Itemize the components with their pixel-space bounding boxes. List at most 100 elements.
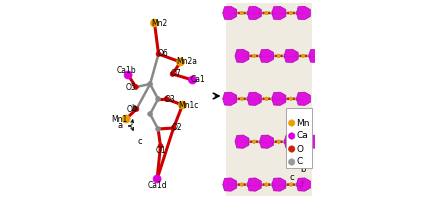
- Circle shape: [268, 97, 271, 100]
- Circle shape: [299, 140, 302, 143]
- FancyBboxPatch shape: [226, 3, 311, 196]
- Polygon shape: [247, 6, 261, 20]
- Circle shape: [238, 183, 240, 186]
- Polygon shape: [272, 92, 286, 105]
- Circle shape: [240, 183, 244, 186]
- Circle shape: [124, 71, 132, 79]
- Circle shape: [287, 183, 290, 186]
- Circle shape: [299, 54, 302, 57]
- Circle shape: [292, 183, 295, 186]
- Text: a: a: [118, 121, 123, 130]
- Polygon shape: [260, 135, 274, 148]
- Circle shape: [288, 159, 295, 165]
- Circle shape: [275, 54, 277, 57]
- Text: O1: O1: [155, 146, 166, 155]
- Circle shape: [268, 12, 271, 14]
- Polygon shape: [272, 6, 286, 20]
- Circle shape: [156, 127, 160, 131]
- Circle shape: [151, 19, 158, 27]
- Circle shape: [305, 140, 308, 143]
- Polygon shape: [223, 178, 237, 191]
- Circle shape: [289, 97, 293, 101]
- Circle shape: [238, 12, 240, 14]
- Circle shape: [302, 140, 305, 143]
- Text: O7: O7: [171, 70, 181, 78]
- Text: Mn1c: Mn1c: [178, 100, 199, 110]
- Circle shape: [252, 54, 256, 58]
- Text: Mn: Mn: [296, 118, 310, 128]
- Circle shape: [265, 183, 268, 186]
- Circle shape: [158, 144, 163, 148]
- Polygon shape: [309, 135, 323, 148]
- Circle shape: [277, 140, 281, 143]
- Polygon shape: [296, 178, 311, 191]
- Text: O2: O2: [172, 123, 182, 132]
- Circle shape: [243, 97, 246, 100]
- Text: Ca1b: Ca1b: [117, 66, 136, 75]
- Text: c: c: [290, 173, 294, 182]
- Text: C: C: [296, 158, 303, 166]
- Text: Ca1d: Ca1d: [147, 180, 167, 190]
- Polygon shape: [223, 6, 237, 20]
- Circle shape: [292, 12, 295, 14]
- Text: O6: O6: [157, 49, 168, 58]
- Circle shape: [133, 85, 138, 89]
- Circle shape: [243, 183, 246, 186]
- Polygon shape: [247, 92, 261, 105]
- Circle shape: [178, 101, 187, 109]
- Text: Mn1: Mn1: [111, 114, 127, 123]
- Text: b: b: [131, 104, 136, 113]
- Circle shape: [188, 76, 196, 84]
- Polygon shape: [247, 178, 261, 191]
- Text: Mn2: Mn2: [151, 19, 167, 27]
- Circle shape: [148, 112, 152, 116]
- Circle shape: [277, 54, 281, 58]
- Polygon shape: [235, 135, 249, 148]
- Circle shape: [289, 11, 293, 15]
- Circle shape: [287, 97, 290, 100]
- Circle shape: [275, 140, 277, 143]
- Polygon shape: [284, 49, 298, 63]
- Polygon shape: [235, 49, 249, 63]
- Circle shape: [156, 97, 160, 101]
- Circle shape: [252, 140, 256, 143]
- Circle shape: [262, 97, 265, 100]
- Circle shape: [292, 97, 295, 100]
- Text: O: O: [296, 144, 303, 154]
- Polygon shape: [296, 92, 311, 105]
- Polygon shape: [296, 6, 311, 20]
- Text: Ca: Ca: [296, 132, 308, 140]
- Circle shape: [170, 72, 175, 76]
- Circle shape: [280, 54, 283, 57]
- Text: c: c: [138, 137, 142, 146]
- FancyBboxPatch shape: [286, 108, 311, 168]
- Text: O3: O3: [165, 95, 175, 104]
- Circle shape: [288, 133, 295, 139]
- Circle shape: [288, 146, 295, 152]
- Polygon shape: [272, 178, 286, 191]
- Circle shape: [176, 58, 184, 66]
- Circle shape: [287, 12, 290, 14]
- Circle shape: [262, 12, 265, 14]
- Text: Mn2a: Mn2a: [176, 58, 197, 66]
- Text: Ca1: Ca1: [191, 75, 205, 84]
- Circle shape: [289, 183, 293, 186]
- Polygon shape: [284, 135, 298, 148]
- Circle shape: [156, 52, 161, 56]
- Polygon shape: [309, 49, 323, 63]
- Text: b: b: [300, 165, 305, 174]
- Circle shape: [240, 97, 244, 101]
- Text: O5: O5: [126, 83, 137, 92]
- Circle shape: [238, 97, 240, 100]
- Circle shape: [288, 120, 295, 126]
- Circle shape: [250, 140, 253, 143]
- Circle shape: [153, 175, 161, 183]
- Circle shape: [256, 140, 258, 143]
- Circle shape: [262, 183, 265, 186]
- Circle shape: [280, 140, 283, 143]
- Polygon shape: [223, 92, 237, 105]
- Circle shape: [171, 126, 176, 130]
- Circle shape: [305, 54, 308, 57]
- Circle shape: [265, 11, 268, 15]
- Text: O4: O4: [127, 104, 137, 114]
